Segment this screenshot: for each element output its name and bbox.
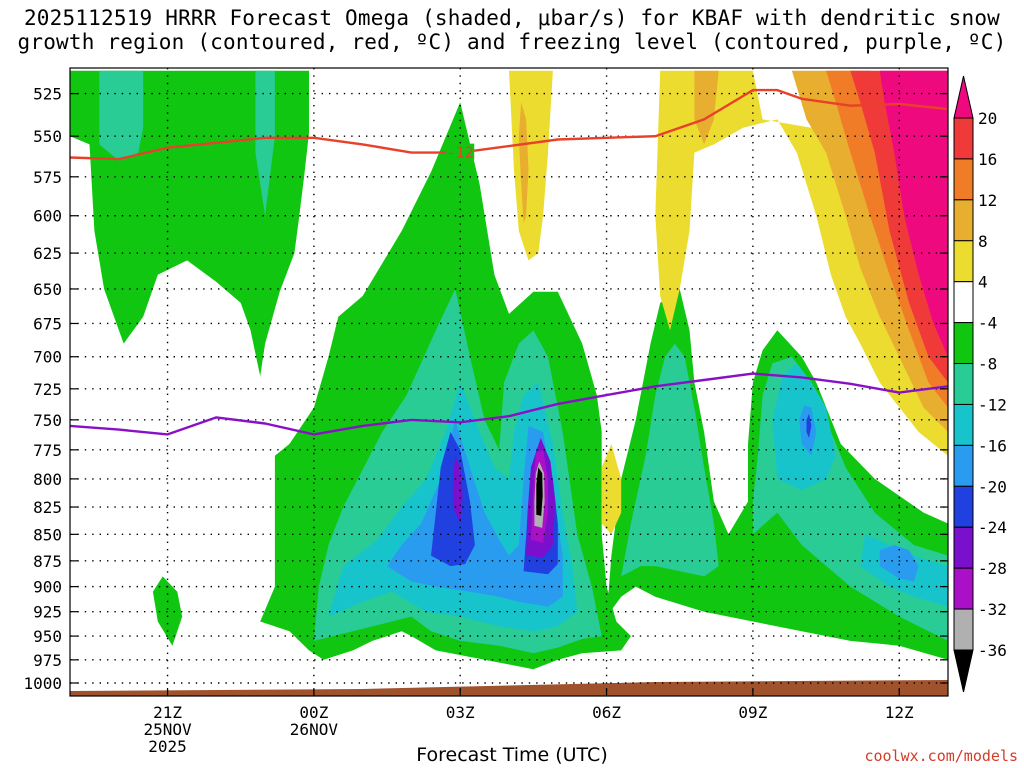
x-axis-title: Forecast Time (UTC) [416,744,608,766]
omega-region-black-core [536,467,543,516]
x-tick-label-09Z-1: 09Z [738,703,767,722]
colorbar-label--32: -32 [978,600,1007,619]
omega-region-yellow-mid [601,443,622,535]
y-tick-label-975: 975 [33,651,62,670]
y-tick-label-625: 625 [33,244,62,263]
source-credit: coolwx.com/models [864,747,1018,765]
omega-region-yellow-top-a [509,70,553,261]
colorbar-box-10 [953,526,974,569]
y-tick-label-775: 775 [33,441,62,460]
omega-region-blue-right-2 [879,545,919,582]
colorbar-box-4 [953,281,974,324]
colorbar-top-triangle [953,75,974,119]
omega-region-teal-right-1 [621,343,719,577]
colorbar-label--4: -4 [978,314,997,333]
ground-band [70,680,948,696]
x-tick-label-21Z-2: 25NOV [143,720,192,739]
colorbar-box-8 [953,444,974,487]
omega-region-pink-right [879,70,948,357]
y-tick-label-725: 725 [33,380,62,399]
y-tick-label-900: 900 [33,578,62,597]
x-tick-label-00Z-1: 00Z [299,703,328,722]
y-tick-label-925: 925 [33,603,62,622]
colorbar-label--36: -36 [978,641,1007,660]
colorbar-label-12: 12 [978,191,997,210]
shaded-omega-regions [70,70,948,670]
x-tick-label-06Z-1: 06Z [592,703,621,722]
freezing-level-line [70,372,948,436]
y-tick-label-1000: 1000 [23,674,62,693]
y-tick-label-950: 950 [33,627,62,646]
omega-region-teal-left-2 [255,70,275,216]
colorbar-box-6 [953,363,974,405]
gridlines [70,68,948,696]
y-tick-label-700: 700 [33,348,62,367]
ground-surface [70,680,948,696]
colorbar-box-0 [953,117,974,160]
omega-region-yellow-top-b [655,70,948,456]
colorbar-label-20: 20 [978,109,997,128]
dgz-contour-label: -12 [447,144,474,162]
colorbar-box-12 [953,608,974,651]
x-tick-label-03Z-1: 03Z [446,703,475,722]
x-tick-label-21Z-3: 2025 [148,737,187,756]
chart-title-line-2: growth region (contoured, red, ºC) and f… [17,30,1007,54]
y-tick-label-575: 575 [33,168,62,187]
y-tick-label-875: 875 [33,552,62,571]
colorbar-label--24: -24 [978,518,1007,537]
colorbar-label--12: -12 [978,395,1007,414]
colorbar-box-11 [953,567,974,610]
colorbar-box-9 [953,485,974,528]
omega-region-orange-top-a [518,102,529,224]
y-tick-label-825: 825 [33,498,62,517]
y-tick-label-750: 750 [33,411,62,430]
y-tick-label-850: 850 [33,525,62,544]
colorbar-label--20: -20 [978,477,1007,496]
plot-frame [69,67,949,697]
y-tick-label-525: 525 [33,85,62,104]
colorbar: 20 16 12 8 4 -4 -8 -12 -16 -20 -24 -28 -32 -36 [953,75,1007,693]
colorbar-box-3 [953,240,974,283]
colorbar-box-1 [953,158,974,201]
colorbar-label--8: -8 [978,355,997,374]
y-tick-label-550: 550 [33,127,62,146]
contour-lines: -12 [70,88,948,436]
omega-region-orange-right [791,70,948,432]
colorbar-box-2 [953,199,974,242]
y-axis: 525 550 575 600 625 650 675 700 725 750 775 800 825 8… [23,85,948,693]
omega-region-blue-center [387,419,563,607]
dgz-contour-line [70,88,948,161]
colorbar-box-5 [953,322,974,365]
y-tick-label-800: 800 [33,470,62,489]
colorbar-bottom-triangle [953,649,974,693]
y-tick-label-650: 650 [33,280,62,299]
x-tick-label-21Z-1: 21Z [153,703,182,722]
chart-title-line-1: 2025112519 HRRR Forecast Omega (shaded, … [23,6,1001,30]
x-tick-label-00Z-2: 26NOV [290,720,339,739]
colorbar-label--16: -16 [978,436,1007,455]
colorbar-label-8: 8 [978,232,988,251]
omega-region-orange-top-b [694,70,719,145]
y-tick-label-675: 675 [33,314,62,333]
omega-region-teal-left [99,70,144,161]
x-tick-label-12Z-1: 12Z [885,703,914,722]
colorbar-label-4: 4 [978,273,988,292]
colorbar-box-7 [953,403,974,446]
colorbar-label-16: 16 [978,150,997,169]
y-tick-label-600: 600 [33,207,62,226]
colorbar-label--28: -28 [978,559,1007,578]
dgz-label-bg [446,143,475,160]
